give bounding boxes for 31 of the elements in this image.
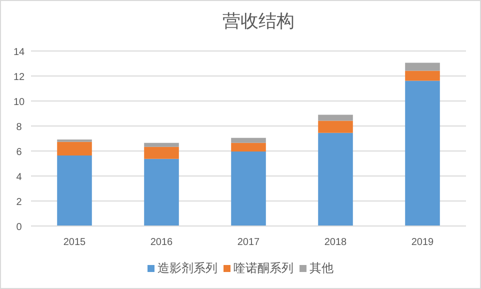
x-tick-label: 2018: [324, 237, 348, 248]
x-tick-label: 2019: [411, 237, 434, 248]
bar: [144, 158, 179, 226]
x-tick-label: 2016: [150, 237, 174, 248]
x-tick-label: 2015: [63, 237, 86, 248]
y-tick-label: 2: [16, 197, 22, 208]
bar: [318, 114, 353, 121]
x-tick-label: 2017: [237, 237, 260, 248]
bar: [231, 138, 266, 143]
y-tick-label: 8: [16, 122, 22, 133]
bar: [57, 142, 92, 156]
bar: [231, 142, 266, 152]
bar: [405, 70, 440, 81]
bar: [144, 142, 179, 147]
bar: [57, 156, 92, 226]
y-tick-label: 0: [16, 222, 22, 233]
bar: [405, 80, 440, 226]
bar: [231, 152, 266, 226]
legend-label: 其他: [310, 261, 334, 275]
y-tick-label: 10: [13, 97, 25, 108]
bar: [144, 146, 179, 159]
y-tick-label: 6: [16, 147, 22, 158]
bar: [405, 62, 440, 71]
bar: [318, 120, 353, 133]
y-tick-label: 4: [16, 172, 22, 183]
chart-title: 营收结构: [222, 11, 294, 31]
bar: [318, 132, 353, 226]
legend-label: 喹诺酮系列: [234, 261, 294, 275]
y-tick-label: 14: [13, 47, 25, 58]
legend-label: 造影剂系列: [158, 261, 218, 275]
y-tick-label: 12: [13, 72, 25, 83]
